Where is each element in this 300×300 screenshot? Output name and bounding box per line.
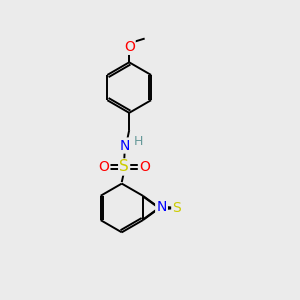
- Text: S: S: [119, 159, 129, 174]
- Text: H: H: [134, 136, 144, 148]
- Text: S: S: [172, 201, 181, 215]
- Text: O: O: [139, 160, 150, 174]
- Text: O: O: [124, 40, 135, 54]
- Text: N: N: [156, 202, 167, 216]
- Text: N: N: [156, 200, 167, 214]
- Text: O: O: [98, 160, 110, 174]
- Text: N: N: [119, 139, 130, 152]
